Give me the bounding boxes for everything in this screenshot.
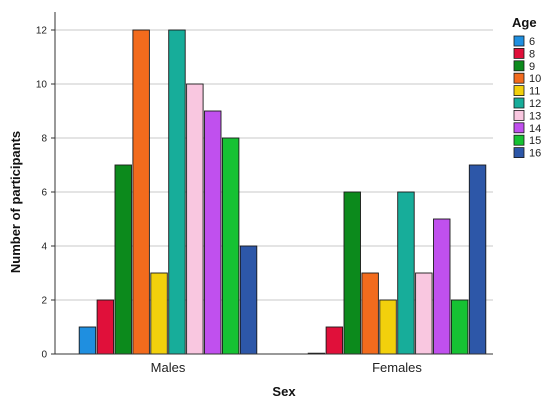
- bar-males-age-6: [78, 326, 97, 355]
- x-category-label: Males: [151, 360, 186, 375]
- x-axis-title: Sex: [272, 384, 296, 399]
- x-category-label: Females: [372, 360, 422, 375]
- legend-label-11: 11: [529, 86, 540, 98]
- legend-swatch-15: [513, 134, 525, 146]
- bar-males-age-10: [132, 29, 150, 355]
- y-tick-label: 6: [41, 188, 47, 199]
- legend-label-6: 6: [529, 36, 535, 48]
- bar-males-age-13: [186, 83, 204, 355]
- legend-label-12: 12: [529, 98, 541, 110]
- legend-swatch-11: [513, 85, 525, 96]
- legend-swatch-10: [513, 72, 525, 84]
- legend-label-16: 16: [529, 148, 541, 160]
- y-tick-label: 0: [41, 350, 47, 361]
- legend-swatch-9: [513, 60, 525, 72]
- bar-males-age-14: [204, 110, 222, 355]
- bar-males-age-8: [96, 299, 115, 355]
- legend-swatch-8: [513, 48, 525, 59]
- y-tick-label: 8: [41, 134, 47, 145]
- legend-swatch-14: [513, 122, 525, 134]
- bar-males-age-15: [221, 137, 240, 355]
- legend-label-13: 13: [529, 110, 541, 122]
- legend-label-10: 10: [529, 73, 541, 85]
- bar-females-age-11: [379, 299, 397, 355]
- bar-females-age-13: [415, 272, 433, 355]
- bar-females-age-14: [433, 218, 451, 355]
- y-tick-label: 4: [41, 242, 47, 253]
- bar-males-age-12: [168, 29, 186, 355]
- legend-swatch-16: [513, 147, 525, 159]
- legend-label-9: 9: [529, 61, 535, 73]
- bar-females-age-15: [450, 299, 469, 355]
- y-tick-label: 12: [36, 26, 48, 37]
- legend-label-14: 14: [529, 123, 541, 135]
- legend-swatch-12: [513, 97, 525, 109]
- bar-males-age-16: [239, 245, 258, 355]
- legend-swatch-6: [513, 35, 525, 47]
- legend-swatch-13: [513, 110, 525, 121]
- bar-females-age-10: [361, 272, 379, 355]
- bar-females-age-16: [468, 164, 487, 355]
- bar-males-age-9: [114, 164, 132, 355]
- bar-females-age-9: [343, 191, 361, 355]
- y-tick-label: 10: [36, 80, 48, 91]
- legend-label-15: 15: [529, 135, 541, 147]
- x-axis-categories: Males Females: [151, 360, 423, 375]
- bar-males-age-11: [150, 272, 168, 355]
- y-axis-title: Number of participants: [8, 131, 23, 273]
- y-tick-label: 2: [41, 296, 47, 307]
- bar-females-age-8: [325, 326, 344, 355]
- legend-label-8: 8: [529, 48, 535, 60]
- legend-title: Age: [512, 15, 537, 30]
- bars: [78, 29, 487, 355]
- y-axis-ticks: 0 2 4 6 8 10 12: [36, 26, 55, 361]
- bar-females-age-12: [397, 191, 415, 355]
